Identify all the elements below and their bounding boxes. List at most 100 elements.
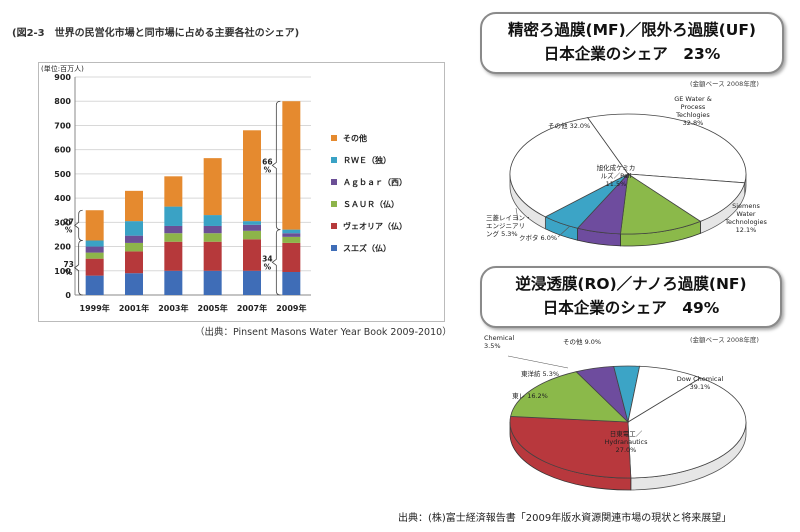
bar-segment-3-0 (85, 246, 104, 253)
bar-segment-2-4 (243, 230, 261, 240)
annotation-label: 34% (262, 254, 272, 271)
y-tick-label: 800 (54, 97, 71, 106)
bar-segment-4-2 (164, 206, 183, 226)
bar-segment-4-5 (282, 229, 301, 234)
y-tick-label: 0 (65, 291, 71, 300)
pie-slice-5 (509, 117, 629, 218)
pie-label-2: 旭化成ケミカルズ／Pall 11.5% (597, 163, 636, 188)
legend-label: その他 (343, 133, 367, 143)
bar-segment-2-3 (203, 233, 222, 242)
annotation-bracket (271, 100, 281, 230)
pie-slice-1 (627, 173, 746, 222)
pie-label-5: その他 32.0% (548, 121, 590, 130)
bar-segment-1-4 (243, 239, 261, 271)
bar-segment-3-2 (164, 225, 183, 234)
bar-segment-5-4 (243, 130, 261, 222)
bar-segment-2-0 (85, 252, 104, 259)
y-tick-label: 200 (54, 243, 71, 252)
bar-segment-5-1 (125, 190, 143, 222)
bar-segment-3-4 (243, 224, 261, 231)
y-tick-label: 500 (54, 170, 71, 179)
pie-label-1: 日東電工／ Hydranautics 27.0% (604, 429, 648, 454)
annotation-bracket (74, 209, 83, 241)
mf-uf-pie-title-line1: 精密ろ過膜(MF)／限外ろ過膜(UF) (507, 21, 757, 39)
y-tick-label: 400 (54, 194, 71, 203)
pie-label-4: WoongjinChemical3.5% (484, 334, 514, 350)
legend-swatch (331, 223, 337, 229)
bar-segment-1-2 (164, 241, 183, 271)
pie-label-1: Siemens Water Technologies 12.1% (724, 202, 767, 234)
pie-label-5: その他 9.0% (563, 337, 601, 346)
pie-label-2: 東レ 16.2% (512, 391, 548, 400)
bar-segment-5-2 (164, 176, 183, 207)
pie-label-3: クボタ 6.0% (519, 233, 557, 242)
bar-segment-0-3 (203, 270, 222, 295)
pie-label-0: GE Water & Process Techlogies 32.8% (674, 95, 712, 127)
bar-segment-3-5 (282, 233, 301, 237)
pie-slice-0 (586, 113, 747, 184)
pie-slice-2 (620, 173, 702, 235)
pie-label-4: 三菱レイヨン・エンジニアリング 5.3% (486, 213, 532, 238)
legend-label: ＲＷＥ（独） (343, 155, 391, 165)
legend-swatch (331, 201, 337, 207)
ro-nf-pie-basis: (金額ベース 2008年度) (690, 336, 759, 344)
x-tick-label: 2001年 (119, 303, 149, 313)
bar-segment-4-3 (203, 215, 222, 226)
pie-leader-line (515, 207, 519, 221)
y-tick-label: 300 (54, 218, 71, 227)
pie-slice-5 (627, 365, 702, 423)
figure-title: (図2-3 世界の民営化市場と同市場に占める主要各社のシェア) (12, 28, 300, 39)
x-tick-label: 2005年 (198, 303, 228, 313)
x-tick-label: 1999年 (80, 303, 110, 313)
legend-swatch (331, 157, 337, 163)
bar-segment-0-5 (282, 271, 301, 295)
stacked-bar-chart: (単位:百万人) 0 100 200 300 400 500 600 700 800 900 1999… (41, 64, 407, 313)
legend-swatch (331, 179, 337, 185)
bar-segment-4-0 (85, 240, 104, 247)
legend-label: ヴェオリア（仏） (343, 221, 407, 231)
y-axis-label: (単位:百万人) (41, 64, 84, 73)
legend-swatch (331, 245, 337, 251)
bar-segment-1-5 (282, 242, 301, 272)
x-tick-label: 2003年 (158, 303, 188, 313)
mf-uf-pie-title-line2: 日本企業のシェア 23% (543, 45, 721, 63)
y-tick-label: 100 (54, 267, 71, 276)
bar-segment-1-0 (85, 258, 104, 276)
annotation-bracket (271, 229, 281, 296)
x-tick-label: 2007年 (237, 303, 267, 313)
pie-slice-0 (627, 377, 747, 479)
mf-uf-pie-title-box: 精密ろ過膜(MF)／限外ろ過膜(UF) 日本企業のシェア 23% (480, 12, 784, 74)
ro-nf-pie-title-line1: 逆浸透膜(RO)／ナノろ過膜(NF) (515, 275, 747, 293)
y-tick-label: 900 (54, 73, 71, 82)
stacked-bar-chart-panel: (単位:百万人) 0 100 200 300 400 500 600 700 800 900 1999… (38, 62, 445, 322)
bar-segment-5-3 (203, 158, 222, 216)
mf-uf-pie-basis: (金額ベース 2008年度) (690, 80, 759, 88)
pie-slice-2 (510, 371, 630, 423)
legend-label: ＳＡＵＲ（仏） (343, 199, 399, 209)
ro-nf-pie-chart: Dow Chemical 39.1% 日東電工／ Hydranautics 27.0% 東… (484, 334, 747, 491)
annotation-label: 73% (63, 260, 73, 277)
mf-uf-pie-chart: GE Water & Process Techlogies 32.8% Siemens W… (486, 95, 767, 247)
legend-swatch (331, 135, 337, 141)
ro-nf-pie-title-box: 逆浸透膜(RO)／ナノろ過膜(NF) 日本企業のシェア 49% (480, 266, 782, 328)
bar-segment-3-3 (203, 225, 222, 234)
pie-leader-line (557, 225, 571, 238)
ro-nf-pie-title-line2: 日本企業のシェア 49% (542, 299, 720, 317)
legend-label: スエズ（仏） (343, 243, 391, 253)
annotation-label: 27% (63, 217, 73, 234)
annotation-bracket (74, 240, 83, 296)
annotation-label: 66% (262, 157, 272, 174)
bar-segment-5-0 (85, 210, 104, 241)
pie-leader-line (507, 355, 569, 369)
bar-segment-4-4 (243, 221, 261, 225)
pie-label-0: Dow Chemical 39.1% (677, 375, 724, 391)
pie-slice-1 (509, 416, 632, 479)
bar-segment-2-5 (282, 236, 301, 243)
bar-segment-0-0 (85, 275, 104, 295)
bar-segment-2-2 (164, 233, 183, 242)
bar-segment-1-1 (125, 251, 143, 274)
pie-label-3: 東洋紡 5.3% (521, 369, 559, 378)
x-tick-label: 2009年 (276, 303, 306, 313)
bar-segment-5-5 (282, 101, 301, 230)
bar-segment-0-4 (243, 270, 261, 295)
